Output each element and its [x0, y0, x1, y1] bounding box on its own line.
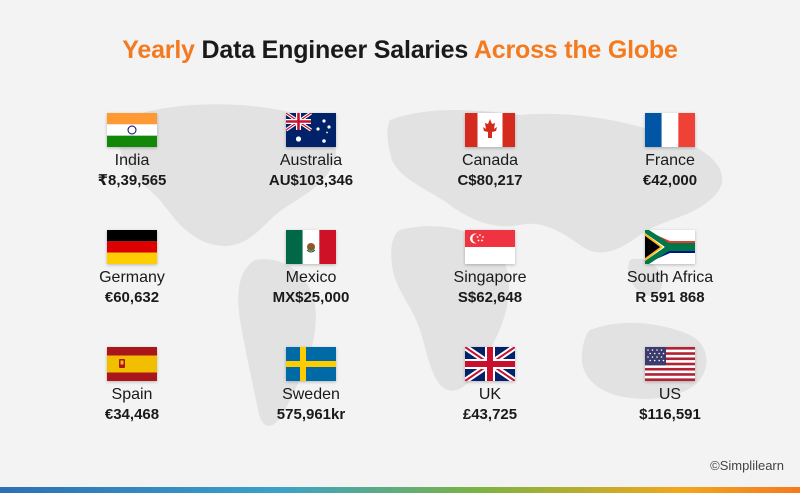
canada-flag-icon: [465, 113, 515, 147]
credit-text: ©Simplilearn: [710, 458, 784, 473]
australia-flag-icon: [286, 113, 336, 147]
card-spain: Spain €34,468: [47, 347, 217, 425]
country-name: UK: [478, 386, 502, 403]
salary-value: €42,000: [642, 172, 698, 189]
spain-flag-icon: [107, 347, 157, 381]
uk-flag-icon: [465, 347, 515, 381]
us-flag-icon: [645, 347, 695, 381]
country-name: Singapore: [453, 269, 527, 286]
salary-value: $116,591: [639, 406, 701, 423]
salary-value: S$62,648: [457, 289, 523, 306]
salary-value: €34,468: [104, 406, 160, 423]
germany-flag-icon: [107, 230, 157, 264]
country-name: US: [658, 386, 682, 403]
singapore-flag-icon: [465, 230, 515, 264]
salary-value: €60,632: [104, 289, 160, 306]
title-part-yearly: Yearly: [122, 36, 195, 64]
country-name: Germany: [99, 269, 165, 286]
card-france: France €42,000: [585, 113, 755, 191]
country-name: India: [114, 152, 150, 169]
bottom-color-bar: [0, 487, 800, 493]
card-canada: Canada C$80,217: [405, 113, 575, 191]
card-australia: Australia AU$103,346: [226, 113, 396, 191]
salary-value: 575,961kr: [276, 406, 346, 423]
india-flag-icon: [107, 113, 157, 147]
salary-value: C$80,217: [457, 172, 523, 189]
country-name: Canada: [461, 152, 519, 169]
salary-value: AU$103,346: [268, 172, 354, 189]
south-africa-flag-icon: [645, 230, 695, 264]
sweden-flag-icon: [286, 347, 336, 381]
country-name: Spain: [111, 386, 153, 403]
salary-value: R 591 868: [635, 289, 705, 306]
france-flag-icon: [645, 113, 695, 147]
card-south-africa: South Africa R 591 868: [585, 230, 755, 308]
card-singapore: Singapore S$62,648: [405, 230, 575, 308]
country-name: Mexico: [285, 269, 337, 286]
page-title: Yearly Data Engineer Salaries Across the…: [0, 36, 800, 65]
country-name: South Africa: [626, 269, 714, 286]
title-part-main: Data Engineer Salaries: [201, 36, 469, 64]
card-uk: UK £43,725: [405, 347, 575, 425]
card-mexico: Mexico MX$25,000: [226, 230, 396, 308]
country-name: France: [645, 152, 695, 169]
salary-value: MX$25,000: [272, 289, 350, 306]
country-name: Sweden: [282, 386, 340, 403]
card-us: US $116,591: [585, 347, 755, 425]
country-name: Australia: [279, 152, 343, 169]
salary-value: ₹8,39,565: [97, 172, 167, 189]
card-sweden: Sweden 575,961kr: [226, 347, 396, 425]
world-map-background: [118, 104, 723, 426]
card-india: India ₹8,39,565: [47, 113, 217, 191]
title-part-globe: Across the Globe: [473, 36, 678, 64]
card-germany: Germany €60,632: [47, 230, 217, 308]
salary-value: £43,725: [462, 406, 518, 423]
mexico-flag-icon: [286, 230, 336, 264]
